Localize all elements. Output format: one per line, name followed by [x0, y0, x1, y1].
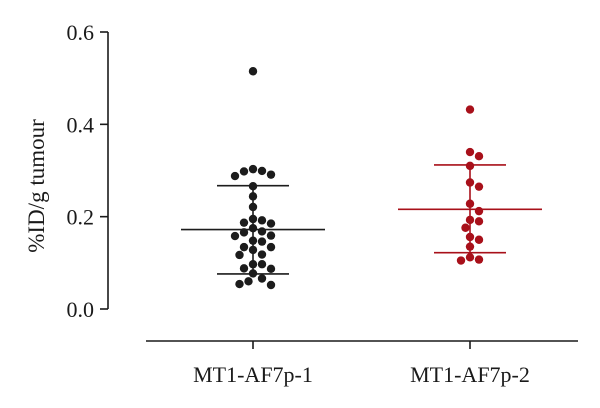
data-point	[257, 216, 267, 225]
data-point	[257, 227, 267, 236]
data-point	[257, 260, 267, 269]
axes: 0.0 0.2 0.4 0.6 MT1-AF7p-1 MT1-AF7p-2	[67, 20, 578, 387]
data-point	[235, 279, 244, 289]
data-point	[465, 215, 475, 225]
data-point	[239, 242, 249, 252]
data-point	[257, 237, 267, 246]
data-point	[248, 192, 258, 201]
data-point	[244, 277, 253, 286]
data-point	[230, 231, 240, 241]
data-point	[474, 217, 484, 226]
data-point	[465, 232, 475, 242]
data-point	[230, 171, 240, 181]
data-point	[465, 199, 475, 208]
y-tick-label: 0.6	[67, 20, 95, 45]
data-point	[266, 264, 276, 274]
data-point	[239, 264, 249, 273]
data-point	[248, 260, 258, 269]
data-point	[266, 231, 276, 240]
data-point	[248, 269, 258, 278]
data-point	[465, 147, 475, 157]
data-point	[266, 242, 276, 252]
data-point	[248, 181, 258, 191]
y-tick-label: 0.2	[67, 205, 95, 230]
data-point	[456, 256, 466, 265]
data-point	[474, 151, 484, 161]
data-point	[474, 235, 484, 244]
data-point	[257, 166, 267, 176]
data-point	[248, 67, 258, 76]
x-tick-label: MT1-AF7p-2	[410, 362, 530, 387]
data-point	[465, 105, 475, 114]
data-point	[235, 250, 244, 260]
data-point	[474, 182, 484, 191]
data-point	[248, 164, 258, 174]
data-point	[239, 167, 249, 176]
data-point	[248, 224, 258, 233]
data-point	[239, 228, 249, 237]
data-point	[266, 280, 276, 290]
data-point	[465, 253, 475, 262]
data-point	[248, 214, 258, 224]
data-point	[266, 170, 276, 179]
y-tick-label: 0.4	[67, 112, 95, 137]
data-point	[266, 219, 276, 228]
data-point	[257, 250, 267, 259]
x-tick-label: MT1-AF7p-1	[193, 362, 313, 387]
data-point	[474, 255, 484, 264]
data-point	[465, 178, 475, 187]
data-point	[248, 236, 258, 245]
data-point	[461, 223, 470, 232]
data-point	[248, 245, 258, 255]
y-tick-label: 0.0	[67, 297, 95, 322]
data-point	[465, 161, 475, 171]
data-point	[239, 218, 249, 227]
data-point	[248, 202, 258, 212]
data-point	[474, 206, 484, 216]
data-point	[465, 242, 475, 251]
y-axis-title: %ID/g tumour	[24, 119, 49, 253]
marks	[181, 67, 542, 290]
data-point	[257, 274, 267, 283]
